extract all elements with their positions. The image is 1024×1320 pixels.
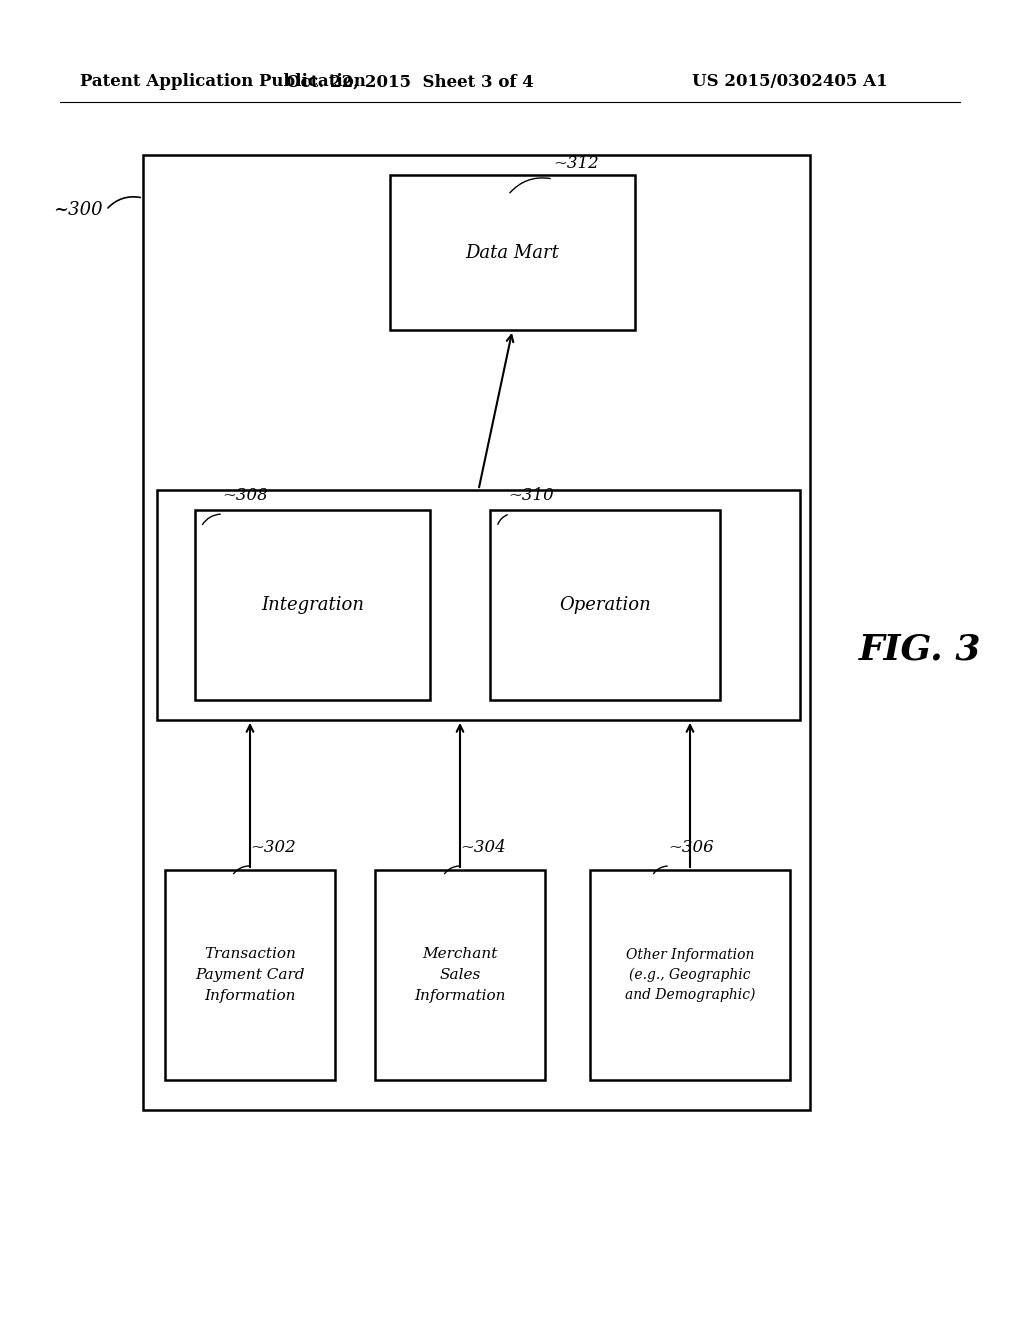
Text: Transaction
Payment Card
Information: Transaction Payment Card Information bbox=[196, 948, 305, 1003]
Text: FIG. 3: FIG. 3 bbox=[859, 634, 981, 667]
Text: ~308: ~308 bbox=[222, 487, 267, 504]
Bar bbox=[143, 154, 810, 1110]
Text: US 2015/0302405 A1: US 2015/0302405 A1 bbox=[692, 74, 888, 91]
Text: Merchant
Sales
Information: Merchant Sales Information bbox=[415, 948, 506, 1003]
Text: ~312: ~312 bbox=[553, 154, 599, 172]
Bar bbox=[375, 870, 545, 1080]
Text: Data Mart: Data Mart bbox=[466, 243, 559, 261]
Text: ~302: ~302 bbox=[250, 840, 296, 855]
Text: Patent Application Publication: Patent Application Publication bbox=[80, 74, 366, 91]
Bar bbox=[490, 510, 720, 700]
Text: Operation: Operation bbox=[559, 597, 651, 614]
Text: ~300: ~300 bbox=[53, 201, 103, 219]
Bar bbox=[195, 510, 430, 700]
Bar bbox=[590, 870, 790, 1080]
Bar bbox=[165, 870, 335, 1080]
Text: ~306: ~306 bbox=[668, 840, 714, 855]
Bar bbox=[157, 490, 800, 719]
Text: Other Information
(e.g., Geographic
and Demographic): Other Information (e.g., Geographic and … bbox=[625, 948, 755, 1002]
Text: Oct. 22, 2015  Sheet 3 of 4: Oct. 22, 2015 Sheet 3 of 4 bbox=[286, 74, 534, 91]
Text: ~310: ~310 bbox=[508, 487, 554, 504]
Bar bbox=[390, 176, 635, 330]
Text: ~304: ~304 bbox=[460, 840, 506, 855]
Text: Integration: Integration bbox=[261, 597, 364, 614]
